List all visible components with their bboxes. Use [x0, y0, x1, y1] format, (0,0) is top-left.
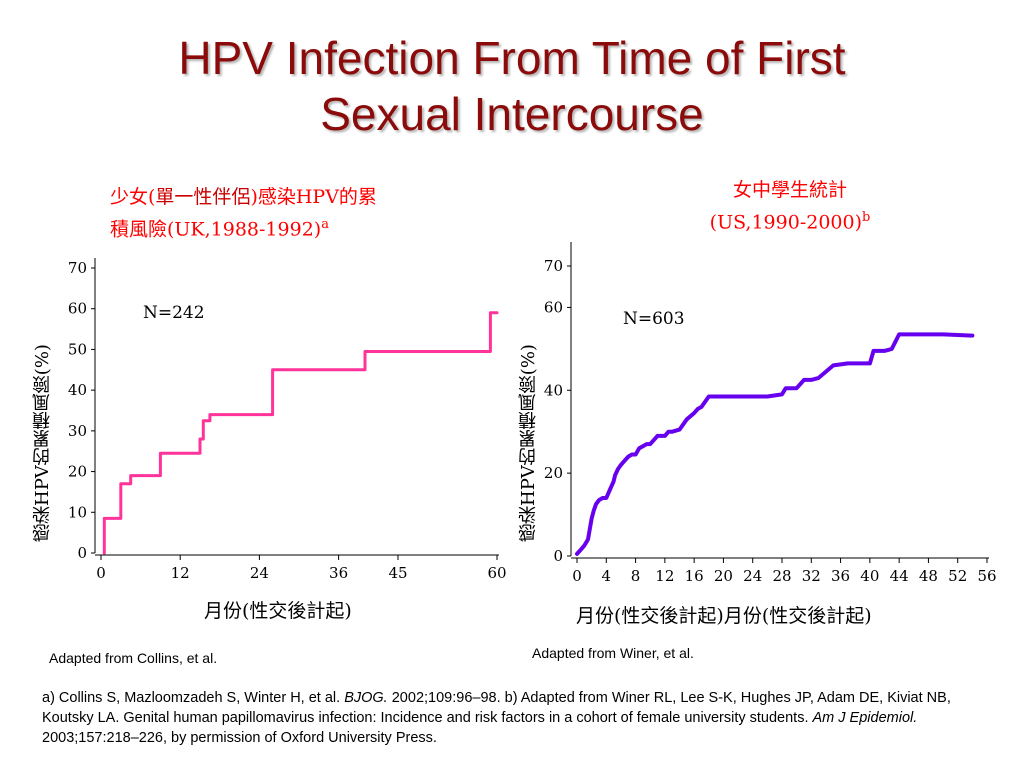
right-x-tick-label: 44: [890, 567, 909, 585]
left-y-tick-label: 50: [68, 340, 87, 358]
right-x-tick-label: 4: [602, 567, 612, 585]
right-credit: Adapted from Winer, et al.: [532, 645, 694, 661]
right-x-tick-label: 32: [802, 567, 821, 585]
left-x-tick-label: 12: [171, 564, 190, 582]
left-series-line: [102, 311, 499, 555]
right-n-annotation: N=603: [623, 309, 685, 329]
left-subtitle-post: )感染HPV的累: [250, 186, 377, 208]
right-chart-subtitle: 女中學生統計 (US,1990-2000)b: [640, 176, 940, 236]
left-subtitle-sup: a: [321, 217, 329, 232]
right-y-tick-label: 0: [553, 547, 563, 565]
right-y-tick-label: 40: [544, 381, 563, 399]
right-x-tick-label: 16: [685, 567, 704, 585]
left-x-tick-label: 24: [250, 564, 269, 582]
right-x-axis-label: 月份(性交後計起)月份(性交後計起): [576, 605, 872, 627]
right-x-tick-label: 28: [772, 567, 791, 585]
right-x-tick-label: 56: [977, 567, 996, 585]
left-x-tick-label: 0: [96, 564, 106, 582]
left-x-tick-label: 45: [388, 564, 407, 582]
left-x-tick-label: 60: [487, 564, 506, 582]
left-y-tick-label: 10: [68, 503, 87, 521]
right-x-tick-label: 52: [948, 567, 967, 585]
right-y-tick-label: 70: [544, 257, 563, 275]
left-y-tick-label: 70: [68, 259, 87, 277]
right-subtitle-sup: b: [862, 210, 871, 225]
right-subtitle-line1: 女中學生統計: [732, 179, 847, 201]
right-x-tick-label: 12: [655, 567, 674, 585]
right-x-tick-label: 40: [860, 567, 879, 585]
left-y-tick-label: 30: [68, 422, 87, 440]
right-x-tick-label: 24: [743, 567, 762, 585]
right-y-tick-label: 20: [544, 464, 563, 482]
left-y-tick-label: 0: [77, 544, 87, 562]
ref-b-journal: Am J Epidemiol.: [812, 710, 918, 726]
right-x-tick-label: 8: [631, 567, 641, 585]
left-n-annotation: N=242: [143, 303, 205, 323]
left-y-tick-label: 40: [68, 381, 87, 399]
right-x-tick-label: 48: [919, 567, 938, 585]
left-subtitle-pre: 少女(: [110, 186, 156, 208]
left-credit: Adapted from Collins, et al.: [49, 650, 218, 666]
left-x-axis-label: 月份(性交後計起): [204, 600, 352, 622]
title-line-1: HPV Infection From Time of First: [178, 32, 846, 84]
right-x-tick-label: 36: [831, 567, 850, 585]
left-y-tick-label: 20: [68, 463, 87, 481]
left-chart: 0 10 20 30 40 50 60 70 0 12 24 36 45 60 N=242: [68, 258, 507, 582]
right-subtitle-line2: (US,1990-2000): [709, 211, 862, 234]
right-x-tick-label: 20: [714, 567, 733, 585]
left-chart-subtitle: 少女(單一性伴侶)感染HPV的累 積風險(UK,1988-1992)a: [110, 183, 510, 243]
right-x-tick-label: 0: [572, 567, 582, 585]
right-y-tick-label: 60: [544, 298, 563, 316]
left-subtitle-highlight: 單一性伴侶: [155, 186, 251, 208]
ref-a-journal: BJOG.: [344, 690, 388, 706]
right-series-line: [575, 332, 975, 556]
slide-title: HPV Infection From Time of First Sexual …: [0, 30, 1024, 142]
left-subtitle-line2: 積風險(UK,1988-1992): [110, 218, 322, 241]
left-x-tick-label: 36: [329, 564, 348, 582]
left-y-tick-label: 60: [68, 300, 87, 318]
ref-a-post: 2002;109:96–98. b) Adapted from Winer RL…: [42, 690, 951, 726]
title-line-2: Sexual Intercourse: [320, 88, 704, 140]
references: a) Collins S, Mazloomzadeh S, Winter H, …: [42, 688, 982, 748]
ref-a-pre: a) Collins S, Mazloomzadeh S, Winter H, …: [42, 690, 345, 706]
ref-b-post: 2003;157:218–226, by permission of Oxfor…: [42, 730, 437, 746]
